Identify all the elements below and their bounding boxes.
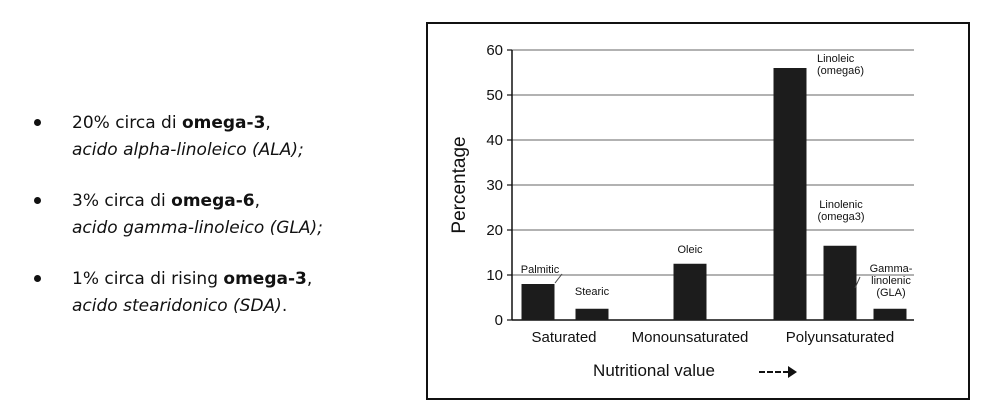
bar-label: Oleic [677,244,703,256]
bullet-italic-text: acido gamma-linoleico (GLA); [72,218,323,238]
bullet-text: 1% circa di rising [72,269,224,289]
callout-line [854,276,861,289]
bullet-item: 3% circa di omega-6, acido gamma-linolei… [34,188,394,242]
bar-label: Palmitic [521,264,560,276]
bar-label: linolenic [871,275,911,287]
bar [575,308,609,320]
bullet-line1: 1% circa di rising omega-3, [72,269,312,289]
bullet-item: 20% circa di omega-3, acido alpha-linole… [34,110,394,164]
bar-label: (omega3) [817,211,864,223]
bullet-punct: , [265,113,271,133]
bullet-bold-text: omega-3 [223,269,307,289]
bar [673,263,707,320]
bullet-line2: acido stearidonico (SDA). [72,293,394,320]
bullet-line1: 20% circa di omega-3, [72,113,271,133]
callout-line [554,273,563,284]
y-axis-label: Percentage [449,136,470,233]
bullet-punct: . [281,296,288,316]
bullet-punct: , [306,269,313,289]
bar [773,68,807,320]
bar [823,245,857,320]
group-label: Monounsaturated [632,329,749,346]
bar-label: Gamma- [870,263,913,275]
y-tick-label: 10 [486,267,503,284]
bar-label: Linolenic [819,199,863,211]
y-tick-label: 30 [486,177,503,194]
y-tick-label: 0 [495,312,503,329]
bar-label: Linoleic [817,53,855,65]
bullet-dot-icon [34,197,41,204]
bullet-text: 20% circa di [72,113,182,133]
bullet-line2: acido gamma-linoleico (GLA); [72,215,394,242]
bar-label: (GLA) [876,287,905,299]
bullet-dot-icon [34,275,41,282]
y-tick-label: 20 [486,222,503,239]
bar-chart: 0 10 20 30 40 50 60 Palmitic Stearic Oleic Linolei… [449,42,914,380]
bullet-italic-text: acido stearidonico (SDA) [72,296,282,316]
x-axis-label: Nutritional value [593,361,715,380]
bullet-dot-icon [34,119,41,126]
group-label: Polyunsaturated [786,329,894,346]
bar [521,284,555,320]
bullet-line2: acido alpha-linoleico (ALA); [72,137,394,164]
chart-frame: 0 10 20 30 40 50 60 Palmitic Stearic Oleic Linolei… [426,22,970,400]
bullet-text: 3% circa di [72,191,172,211]
bullet-bold-text: omega-3 [181,113,266,133]
group-label: Saturated [531,329,596,346]
arrow-head-icon [788,366,797,378]
y-tick-label: 40 [486,132,503,149]
bullet-line1: 3% circa di omega-6, [72,191,260,211]
bullet-item: 1% circa di rising omega-3, acido steari… [34,266,394,320]
y-tick-label: 60 [486,42,503,59]
bullet-punct: , [254,191,261,211]
bar-label: (omega6) [817,65,864,77]
bar [873,308,907,320]
bar-label: Stearic [575,286,610,298]
bullet-italic-text: acido alpha-linoleico (ALA); [72,140,304,160]
bullet-bold-text: omega-6 [171,191,255,211]
bullet-list: 20% circa di omega-3, acido alpha-linole… [34,110,394,344]
y-tick-label: 50 [486,87,503,104]
